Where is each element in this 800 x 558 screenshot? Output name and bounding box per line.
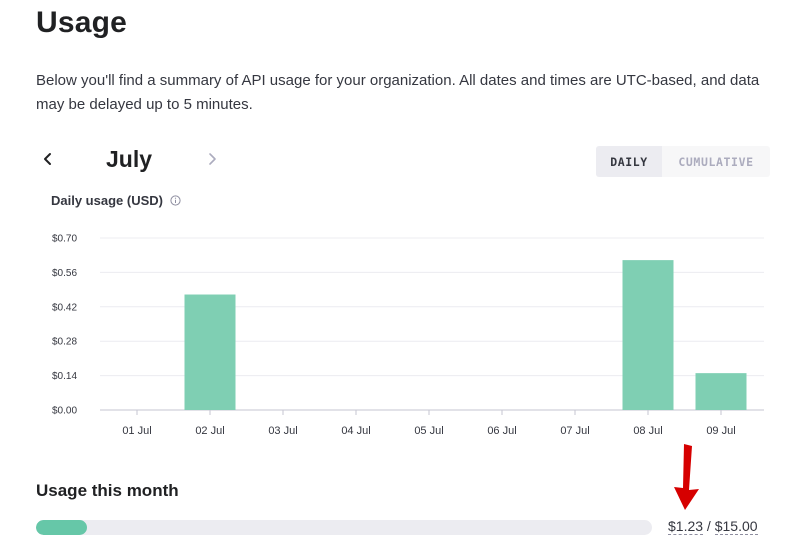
red-arrow-annotation-icon [674, 444, 699, 510]
current-month-label: July [106, 146, 153, 172]
x-tick-label: 06 Jul [487, 425, 516, 437]
usage-progress-bar [36, 520, 652, 535]
chevron-left-icon [44, 153, 51, 165]
usage-separator: / [703, 518, 715, 534]
usage-bar[interactable] [622, 260, 674, 410]
y-tick-label: $0.56 [52, 268, 77, 279]
chart-header: Daily usage (USD) [51, 193, 181, 208]
chevron-right-icon [209, 153, 216, 165]
page-title: Usage [36, 6, 128, 39]
y-tick-label: $0.70 [52, 234, 77, 245]
usage-this-month-title: Usage this month [36, 481, 179, 500]
x-tick-label: 03 Jul [268, 425, 297, 437]
y-tick-label: $0.28 [52, 337, 77, 348]
info-icon[interactable] [170, 195, 181, 206]
usage-amount: $1.23 / $15.00 [668, 518, 758, 535]
usage-limit-value[interactable]: $15.00 [714, 518, 758, 535]
previous-month-button[interactable] [36, 142, 60, 176]
x-tick-label: 07 Jul [560, 425, 589, 437]
y-tick-label: $0.00 [52, 406, 77, 417]
chart-title: Daily usage (USD) [51, 193, 163, 208]
y-tick-label: $0.14 [52, 371, 77, 382]
cumulative-toggle-button[interactable]: CUMULATIVE [678, 154, 754, 169]
x-tick-label: 02 Jul [195, 425, 224, 437]
x-tick-label: 04 Jul [341, 425, 370, 437]
x-tick-label: 05 Jul [414, 425, 443, 437]
daily-toggle-button[interactable]: DAILY [596, 146, 662, 177]
view-toggle: DAILY CUMULATIVE [596, 146, 770, 177]
daily-usage-chart: $0.00 $0.14 $0.28 $0.42 $0.56 $0.70 01 Jul 02 J… [52, 234, 764, 437]
usage-bar[interactable] [184, 294, 236, 410]
y-tick-label: $0.42 [52, 302, 77, 313]
usage-used-value[interactable]: $1.23 [668, 518, 704, 535]
page-description: Below you'll find a summary of API usage… [36, 72, 760, 113]
month-navigator: July [36, 142, 236, 176]
x-tick-label: 09 Jul [706, 425, 735, 437]
usage-progress-fill [36, 520, 87, 535]
x-tick-label: 01 Jul [122, 425, 151, 437]
usage-bar[interactable] [695, 373, 747, 410]
x-tick-label: 08 Jul [633, 425, 662, 437]
next-month-button[interactable] [200, 142, 224, 176]
